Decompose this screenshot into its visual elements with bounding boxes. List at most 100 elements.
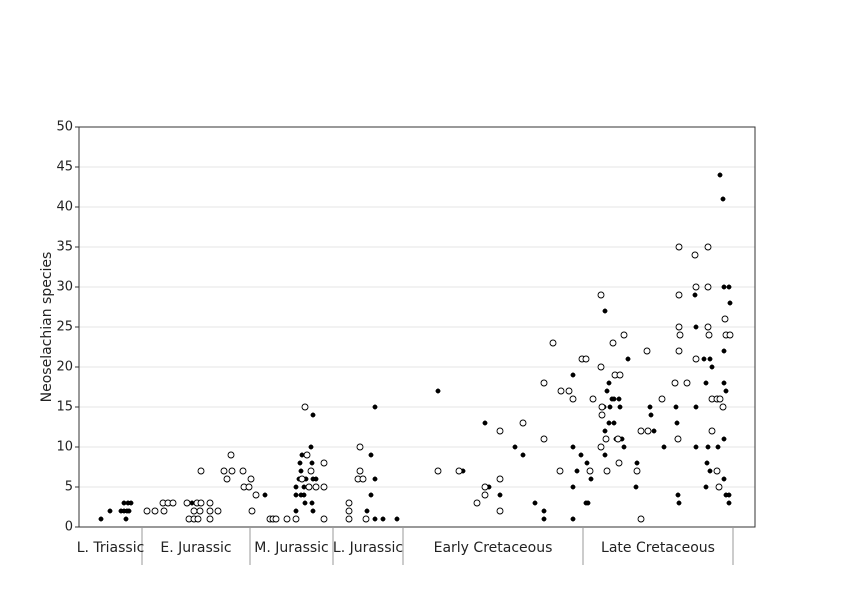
point xyxy=(368,452,374,458)
point xyxy=(691,251,699,259)
point xyxy=(310,508,316,514)
point xyxy=(206,507,214,515)
point xyxy=(197,499,205,507)
point xyxy=(643,347,651,355)
point xyxy=(709,364,715,370)
point xyxy=(310,412,316,418)
point xyxy=(160,507,168,515)
point xyxy=(616,396,622,402)
point xyxy=(701,356,707,362)
point xyxy=(455,467,463,475)
point xyxy=(206,515,214,523)
y-tick-label: 45 xyxy=(56,160,73,175)
point xyxy=(726,492,732,498)
point xyxy=(705,444,711,450)
point xyxy=(247,475,255,483)
point xyxy=(597,443,605,451)
point xyxy=(692,283,700,291)
y-tick-label: 40 xyxy=(56,200,73,215)
point xyxy=(362,515,370,523)
point xyxy=(197,467,205,475)
point xyxy=(726,331,734,339)
y-tick-label: 10 xyxy=(56,440,73,455)
point xyxy=(611,420,617,426)
point xyxy=(621,444,627,450)
point xyxy=(372,404,378,410)
y-tick-label: 15 xyxy=(56,400,73,415)
point xyxy=(606,420,612,426)
point xyxy=(589,395,597,403)
point xyxy=(293,508,299,514)
point xyxy=(625,356,631,362)
point xyxy=(676,331,684,339)
period-label: Early Cretaceous xyxy=(434,540,553,556)
point xyxy=(565,387,573,395)
point xyxy=(345,515,353,523)
point xyxy=(541,508,547,514)
point xyxy=(309,500,315,506)
point xyxy=(473,499,481,507)
point xyxy=(637,427,645,435)
point xyxy=(496,475,504,483)
period-label: M. Jurassic xyxy=(254,540,329,556)
point xyxy=(707,356,713,362)
point xyxy=(658,395,666,403)
point xyxy=(693,404,699,410)
point xyxy=(496,427,504,435)
point xyxy=(570,444,576,450)
point xyxy=(183,499,191,507)
point xyxy=(305,483,313,491)
point xyxy=(675,291,683,299)
point xyxy=(676,500,682,506)
point xyxy=(713,467,721,475)
point xyxy=(614,435,622,443)
point xyxy=(647,404,653,410)
point xyxy=(252,491,260,499)
point xyxy=(606,380,612,386)
y-tick-label: 35 xyxy=(56,240,73,255)
point xyxy=(227,451,235,459)
point xyxy=(298,475,306,483)
point xyxy=(307,467,315,475)
point xyxy=(586,467,594,475)
point xyxy=(578,452,584,458)
point xyxy=(602,308,608,314)
point xyxy=(721,315,729,323)
point xyxy=(721,380,727,386)
point xyxy=(609,339,617,347)
point xyxy=(313,476,319,482)
point xyxy=(151,507,159,515)
point xyxy=(128,500,134,506)
point xyxy=(512,444,518,450)
y-tick-label: 50 xyxy=(56,120,73,135)
point xyxy=(540,435,548,443)
point xyxy=(482,420,488,426)
point xyxy=(308,444,314,450)
point xyxy=(309,460,315,466)
point xyxy=(615,459,623,467)
point xyxy=(121,500,127,506)
point xyxy=(651,428,657,434)
point xyxy=(320,459,328,467)
point xyxy=(717,172,723,178)
point xyxy=(637,515,645,523)
point xyxy=(721,284,727,290)
period-label: E. Jurassic xyxy=(160,540,231,556)
point xyxy=(570,484,576,490)
point xyxy=(620,331,628,339)
point xyxy=(602,428,608,434)
point xyxy=(107,508,113,514)
point xyxy=(302,500,308,506)
point xyxy=(574,468,580,474)
point xyxy=(359,475,367,483)
point xyxy=(520,452,526,458)
point xyxy=(356,467,364,475)
point xyxy=(648,412,654,418)
point xyxy=(616,371,624,379)
point xyxy=(727,300,733,306)
point xyxy=(602,452,608,458)
plot-frame xyxy=(78,126,756,528)
point xyxy=(223,475,231,483)
period-label: Late Cretaceous xyxy=(601,540,715,556)
